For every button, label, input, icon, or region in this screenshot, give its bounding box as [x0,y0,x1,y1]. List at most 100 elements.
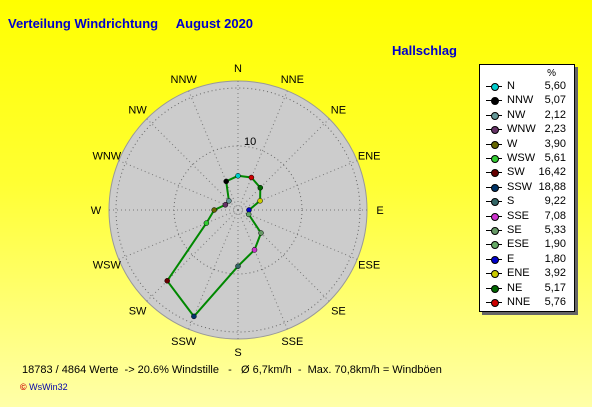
direction-label: NNE [281,74,304,86]
direction-label: N [234,63,242,75]
legend-value: 2,12 [544,108,566,121]
legend-direction: NNW [507,94,534,107]
legend-item-wsw: WSW 5,61 [480,152,574,166]
legend-value: 5,76 [544,296,566,308]
grid-spoke [188,209,239,330]
legend-marker-icon [491,198,499,207]
legend-marker-icon [491,241,499,250]
legend-value: 18,88 [538,180,566,193]
legend-value: 2,23 [544,123,566,136]
legend-item-s: S 9,22 [480,195,574,209]
legend-item-nnw: NNW 5,07 [480,94,574,108]
legend-marker-icon [491,126,499,135]
direction-label: SE [331,305,346,317]
direction-label: NE [331,105,346,117]
legend-value: 1,90 [544,238,566,251]
data-point-w [211,207,217,213]
legend-item-ne: NE 5,17 [480,282,574,296]
legend-marker-icon [491,183,499,192]
direction-label: SSE [281,336,303,348]
direction-label: S [234,347,241,359]
grid-spoke [188,90,239,211]
legend-direction: N [507,80,515,92]
legend-unit: % [547,68,556,79]
grid-spoke [237,209,358,260]
legend-marker-icon [491,255,499,264]
legend-direction: S [507,195,515,208]
legend-item-ese: ESE 1,90 [480,238,574,252]
data-point-ssw [191,313,197,320]
legend-item-w: W 3,90 [480,138,574,152]
data-point-n [235,173,241,179]
legend-value: 1,80 [544,252,566,265]
direction-label: NW [128,105,147,117]
legend: % N 5,60 NNW 5,07 NW 2,12 WNW 2,23 W 3,90 WSW 5,61 S… [479,64,575,312]
grid-spoke [237,209,288,330]
legend-direction: NW [507,108,526,121]
legend-value: 5,17 [544,281,566,294]
direction-label: ENE [358,151,381,163]
grid-spoke [237,90,288,211]
legend-value: 16,42 [538,166,566,179]
legend-marker-icon [491,111,499,120]
legend-item-e: E 1,80 [480,253,574,267]
data-point-nne [248,174,255,181]
direction-label: WSW [93,259,122,271]
legend-direction: NE [507,281,523,294]
legend-item-n: N 5,60 [480,80,574,94]
direction-label: WNW [92,151,121,163]
grid-spoke [146,118,239,211]
data-point-s [235,263,241,269]
direction-label: SW [129,305,147,317]
legend-marker-icon [491,83,499,91]
data-point-nnw [223,178,229,185]
legend-direction: WSW [507,152,536,164]
grid-spoke [118,209,239,260]
software-logo: © WsWin32 [20,382,68,392]
grid-spoke [146,209,239,302]
legend-marker-icon [491,140,499,149]
legend-item-nne: NNE 5,76 [480,296,574,310]
title-text: Verteilung Windrichtung [8,16,159,31]
legend-item-se: SE 5,33 [480,224,574,238]
data-point-wnw [222,202,229,208]
grid-spoke [237,118,330,211]
legend-direction: SE [507,224,522,236]
legend-direction: NNE [507,296,531,308]
legend-marker-icon [491,270,499,279]
legend-direction: ESE [507,238,530,251]
legend-direction: ENE [507,267,530,280]
legend-value: 5,61 [544,152,566,164]
ring-label: 10 [244,136,256,148]
legend-marker-icon [491,299,499,307]
legend-value: 5,07 [544,94,566,107]
footer-stats: 18783 / 4864 Werte -> 20.6% Windstille -… [22,364,442,376]
legend-value: 9,22 [544,195,566,208]
legend-direction: SSE [507,209,530,222]
data-point-se [258,230,264,236]
legend-direction: W [507,137,518,150]
data-point-ne [257,184,264,191]
grid-spoke [237,160,358,211]
legend-direction: E [507,252,515,265]
legend-direction: SSW [507,180,533,193]
data-point-ene [257,198,263,204]
grid-spoke [118,160,239,211]
legend-item-sw: SW 16,42 [480,166,574,180]
legend-value: 3,92 [544,267,566,280]
direction-label: NNW [171,74,198,86]
legend-value: 5,60 [544,80,566,92]
legend-marker-icon [491,97,499,106]
direction-label: ESE [358,259,380,271]
chart-title: Verteilung Windrichtung August 2020 [8,16,253,31]
station-name: Hallschlag [391,43,457,58]
data-point-sse [251,247,258,253]
legend-marker-icon [491,169,499,178]
legend-value: 5,33 [544,224,566,236]
legend-item-ene: ENE 3,92 [480,267,574,281]
legend-item-nw: NW 2,12 [480,109,574,123]
data-point-nw [226,198,232,204]
direction-label: W [91,205,102,217]
legend-item-sse: SSE 7,08 [480,210,574,224]
